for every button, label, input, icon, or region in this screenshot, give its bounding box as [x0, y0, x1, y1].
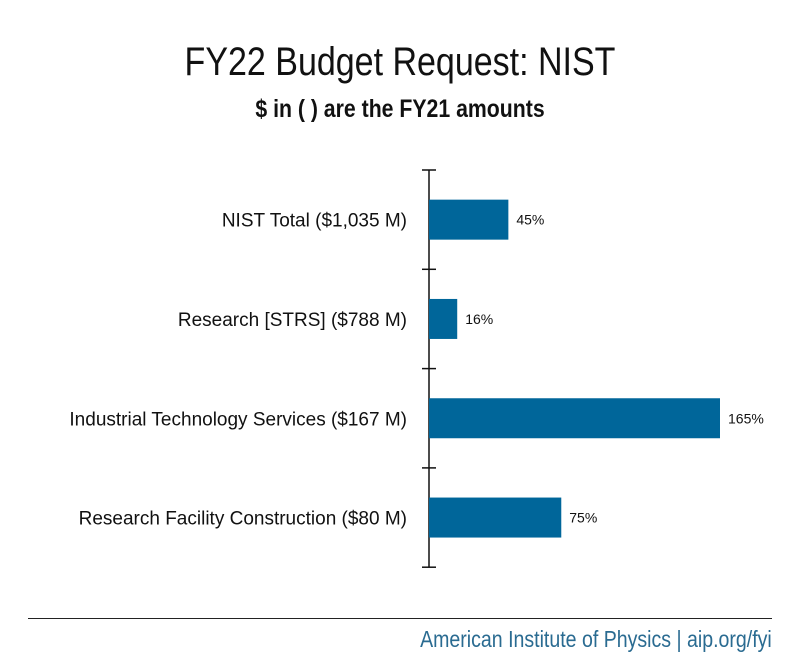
bar [429, 398, 720, 439]
data-label: 45% [516, 212, 544, 228]
bar [429, 298, 458, 339]
data-label: 16% [465, 311, 493, 327]
chart-subtitle: $ in ( ) are the FY21 amounts [255, 95, 545, 123]
category-label: Research Facility Construction ($80 M) [79, 509, 407, 530]
chart-title: FY22 Budget Request: NIST [184, 40, 616, 84]
category-label: Research [STRS] ($788 M) [178, 310, 407, 331]
bar [429, 497, 562, 538]
category-label: NIST Total ($1,035 M) [222, 211, 407, 232]
data-label: 165% [728, 410, 764, 426]
footer-credit: American Institute of Physics | aip.org/… [420, 626, 772, 652]
data-label: 75% [569, 510, 597, 526]
footer-divider [28, 618, 772, 619]
bar [429, 199, 509, 240]
category-label: Industrial Technology Services ($167 M) [69, 409, 407, 430]
